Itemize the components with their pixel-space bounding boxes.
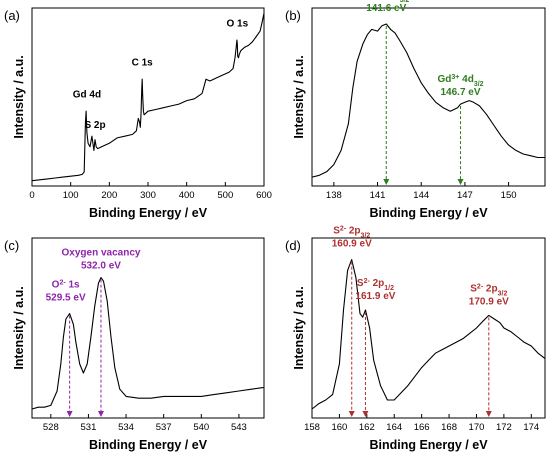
peak-energy-label: 170.9 eV xyxy=(469,296,509,307)
spectrum-line xyxy=(311,23,545,178)
y-axis-label: Intensity / a.u. xyxy=(292,286,306,369)
x-axis-label: Binding Energy / eV xyxy=(369,438,488,452)
x-tick-label: 144 xyxy=(413,190,429,201)
y-axis-label: Intensity / a.u. xyxy=(12,55,26,138)
spectrum-line xyxy=(311,259,546,410)
peak-energy-label: 161.9 eV xyxy=(355,291,395,302)
panel-label: (a) xyxy=(4,8,20,23)
x-tick-label: 531 xyxy=(81,422,97,433)
x-tick-label: 400 xyxy=(179,190,195,201)
panel-a: 0 100 200 300 400 500 600 Binding Energy / eV In… xyxy=(4,7,272,220)
x-axis-label: Binding Energy / eV xyxy=(89,438,208,452)
peak-label: S2- 2p1/2 xyxy=(357,278,394,292)
peak-label: S2- 2p3/2 xyxy=(470,283,507,297)
plot-frame xyxy=(31,237,265,419)
peak-arrow-icon xyxy=(383,179,390,185)
x-tick-label: 168 xyxy=(441,422,457,433)
peak-arrow-icon xyxy=(97,411,104,417)
y-axis-label: Intensity / a.u. xyxy=(292,55,306,138)
spectrum-line xyxy=(31,13,265,182)
plot-frame xyxy=(31,7,265,187)
plot-frame xyxy=(311,237,546,419)
x-tick-label: 138 xyxy=(326,190,342,201)
x-tick-label: 534 xyxy=(118,422,134,433)
peak-energy-label: 141.6 eV xyxy=(366,3,406,14)
y-axis-label: Intensity / a.u. xyxy=(12,286,26,369)
x-axis-label: Binding Energy / eV xyxy=(89,206,208,220)
x-tick-label: 141 xyxy=(370,190,386,201)
peak-arrow-icon xyxy=(362,411,369,417)
panel-label: (c) xyxy=(4,238,19,253)
panel-label: (d) xyxy=(285,238,301,253)
peak-annotation: C 1s xyxy=(132,58,154,69)
peak-label: O2- 1s xyxy=(52,279,80,291)
panel-d: 158 160 162 164 166 168 170 172 174 Binding Energ… xyxy=(285,225,546,452)
x-tick-label: 540 xyxy=(193,422,209,433)
peak-annotation: O 1s xyxy=(226,18,248,29)
x-tick-label: 166 xyxy=(414,422,430,433)
x-tick-label: 528 xyxy=(43,422,59,433)
x-axis-label: Binding Energy / eV xyxy=(369,206,488,220)
x-tick-label: 170 xyxy=(469,422,485,433)
peak-arrow-icon xyxy=(66,411,73,417)
x-tick-label: 158 xyxy=(304,422,320,433)
spectrum-line xyxy=(31,277,265,410)
peak-energy-label: 529.5 eV xyxy=(46,293,86,304)
peak-label: S2- 2p3/2 xyxy=(333,225,370,239)
peak-arrow-icon xyxy=(457,179,464,185)
peak-label: Oxygen vacancy xyxy=(62,248,141,259)
plot-frame xyxy=(311,7,546,187)
x-tick-label: 147 xyxy=(457,190,473,201)
x-tick-label: 537 xyxy=(156,422,172,433)
peak-label: Gd3+ 4d3/2 xyxy=(438,74,484,88)
x-tick-label: 172 xyxy=(496,422,512,433)
x-tick-label: 300 xyxy=(140,190,156,201)
panel-c: 528 531 534 537 540 543 Binding Energy / eV Int… xyxy=(4,237,265,452)
peak-arrow-icon xyxy=(485,411,492,417)
x-tick-label: 0 xyxy=(29,190,34,201)
x-tick-label: 150 xyxy=(501,190,517,201)
x-tick-label: 164 xyxy=(386,422,402,433)
peak-energy-label: 532.0 eV xyxy=(81,261,121,272)
x-tick-label: 162 xyxy=(359,422,375,433)
peak-energy-label: 160.9 eV xyxy=(332,239,372,250)
x-tick-label: 500 xyxy=(217,190,233,201)
x-tick-label: 200 xyxy=(101,190,117,201)
x-tick-label: 174 xyxy=(523,422,539,433)
peak-energy-label: 146.7 eV xyxy=(441,87,481,98)
peak-arrow-icon xyxy=(348,411,355,417)
peak-label: Gd3+ 4d5/2 xyxy=(363,0,409,4)
peak-annotation: Gd 4d xyxy=(73,90,101,101)
x-tick-label: 160 xyxy=(331,422,347,433)
x-tick-label: 600 xyxy=(256,190,272,201)
peak-annotation: S 2p xyxy=(84,120,105,131)
panel-label: (b) xyxy=(285,8,301,23)
x-tick-label: 543 xyxy=(231,422,247,433)
x-tick-label: 100 xyxy=(63,190,79,201)
panel-b: 138 141 144 147 150 Binding Energy / eV Intens… xyxy=(285,0,546,220)
